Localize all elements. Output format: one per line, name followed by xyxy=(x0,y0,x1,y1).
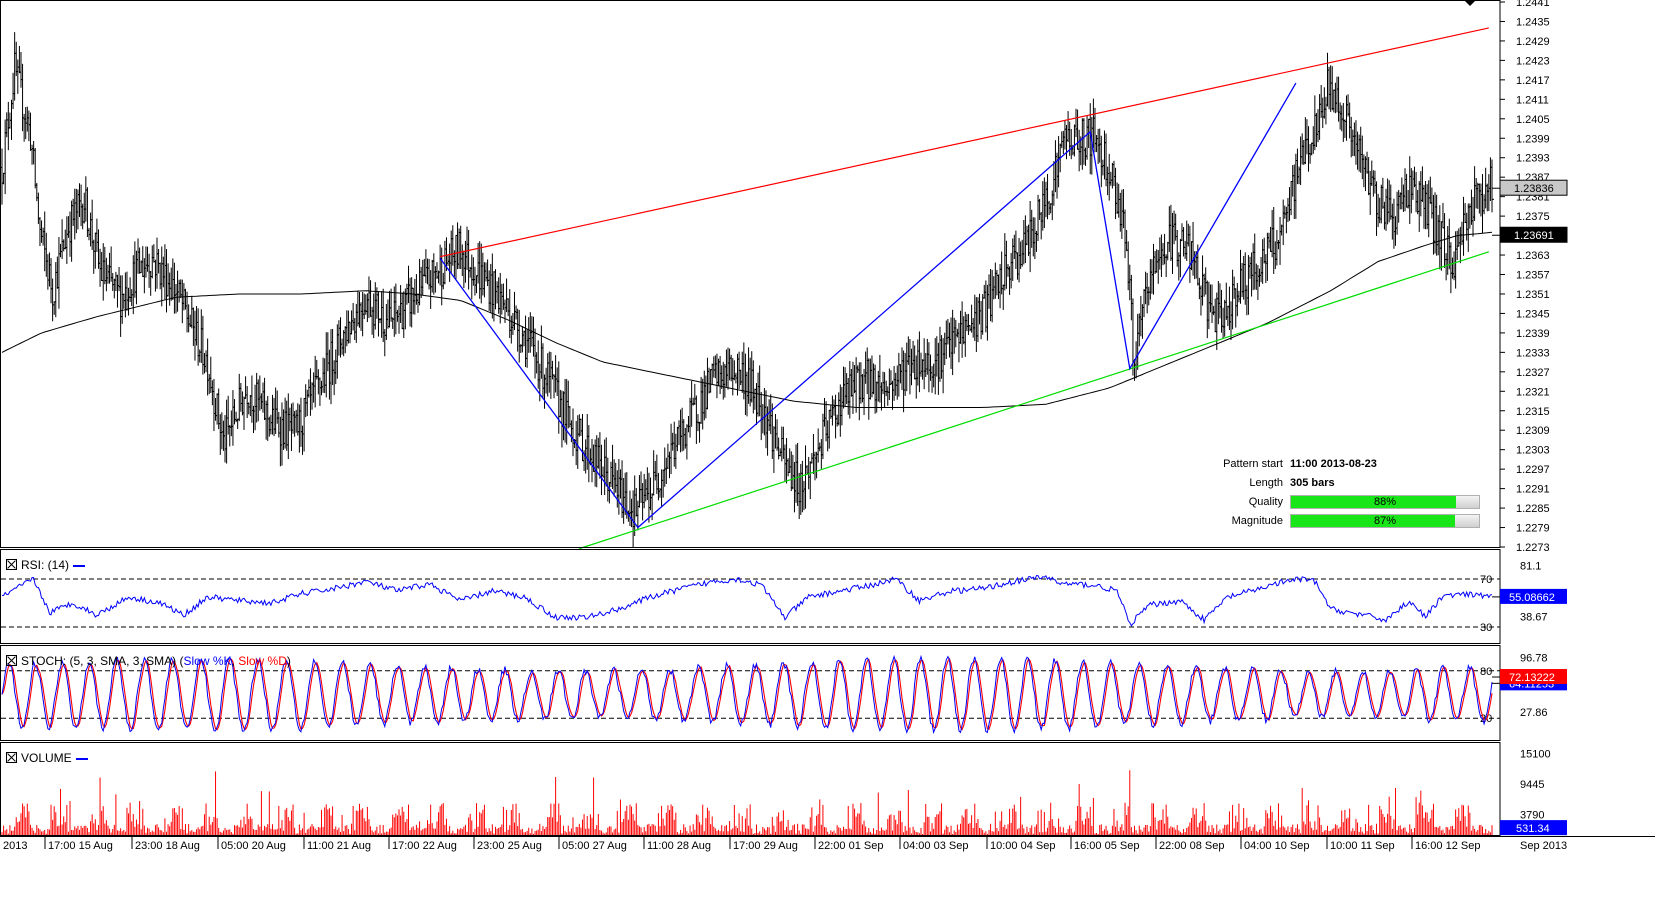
volume-panel xyxy=(1,770,1493,835)
x-tick-label: 16:00 12 Sep xyxy=(1415,840,1480,852)
magnitude-label: Magnitude xyxy=(1231,515,1283,527)
price-tick-label: 1.2399 xyxy=(1516,133,1550,145)
price-tick-label: 1.2435 xyxy=(1516,16,1550,28)
pattern-start-label: Pattern start xyxy=(1223,458,1283,470)
x-tick-label: 22:00 01 Sep xyxy=(818,840,883,852)
rsi-tick-label: 38.67 xyxy=(1520,612,1548,624)
price-tick-label: 1.2291 xyxy=(1516,484,1550,496)
price-tick-label: 1.2333 xyxy=(1516,347,1550,359)
stoch-panel-title: STOCH: (5, 3, SMA, 3, SMA) (Slow %K, Slo… xyxy=(6,654,291,668)
price-tick-label: 1.2363 xyxy=(1516,250,1550,262)
volume-panel-title: VOLUME xyxy=(6,751,88,765)
x-tick-label: 17:00 29 Aug xyxy=(733,840,798,852)
volume-tick-label: 9445 xyxy=(1520,779,1544,791)
price-tick-label: 1.2297 xyxy=(1516,464,1550,476)
price-tick-label: 1.2285 xyxy=(1516,503,1550,515)
length-row: Length 305 bars xyxy=(1210,475,1500,494)
price-tick-label: 1.2321 xyxy=(1516,386,1550,398)
stoch-title: STOCH: (5, 3, SMA, 3, SMA) xyxy=(21,654,177,668)
stoch-d-legend: Slow %D xyxy=(238,654,287,668)
rsi-legend-line xyxy=(73,564,86,567)
ma-value-label: 1.23691 xyxy=(1514,230,1554,242)
price-tick-label: 1.2309 xyxy=(1516,425,1550,437)
x-tick-label: 10:00 11 Sep xyxy=(1330,840,1395,852)
rsi-tick-label: 81.1 xyxy=(1520,561,1541,573)
price-tick-label: 1.2423 xyxy=(1516,55,1550,67)
price-tick-label: 1.2339 xyxy=(1516,328,1550,340)
price-tick-label: 1.2393 xyxy=(1516,153,1550,165)
rsi-panel-title: RSI: (14) xyxy=(6,558,86,572)
x-tick-label: 10:00 04 Sep xyxy=(990,840,1055,852)
x-tick-label: 04:00 10 Sep xyxy=(1244,840,1309,852)
triangle-down-icon xyxy=(1464,0,1476,6)
x-tick-label: 11:00 28 Aug xyxy=(647,840,711,852)
quality-value: 88% xyxy=(1373,496,1397,508)
volume-title: VOLUME xyxy=(21,751,72,765)
price-tick-label: 1.2303 xyxy=(1516,445,1550,457)
price-tick-label: 1.2345 xyxy=(1516,308,1550,320)
x-tick-label: Sep 2013 xyxy=(1520,840,1567,852)
x-tick-label: 17:00 15 Aug xyxy=(48,840,113,852)
rsi-current-label: 55.08662 xyxy=(1509,592,1555,604)
volume-legend-line xyxy=(75,757,88,760)
magnitude-value: 87% xyxy=(1373,515,1397,527)
price-panel xyxy=(0,27,1500,550)
x-tick-label: 16:00 05 Sep xyxy=(1074,840,1139,852)
price-tick-label: 1.2351 xyxy=(1516,289,1550,301)
stoch-k-legend: Slow %K xyxy=(183,654,232,668)
stoch-level-label: 80 xyxy=(1480,666,1492,678)
price-tick-label: 1.2417 xyxy=(1516,75,1550,87)
x-tick-label: 23:00 18 Aug xyxy=(135,840,200,852)
x-tick-label: 05:00 27 Aug xyxy=(562,840,627,852)
quality-bar: 88% xyxy=(1290,495,1480,509)
length-value: 305 bars xyxy=(1290,477,1335,489)
close-panel-icon[interactable] xyxy=(6,752,17,763)
volume-tick-label: 15100 xyxy=(1520,749,1551,761)
stoch-tick-label: 96.78 xyxy=(1520,653,1548,665)
rsi-level-label: 30 xyxy=(1480,622,1492,634)
rsi-level-label: 70 xyxy=(1480,574,1492,586)
panel-frame xyxy=(0,549,1501,644)
x-tick-label: 2013 xyxy=(3,840,27,852)
price-tick-label: 1.2429 xyxy=(1516,36,1550,48)
rsi-line xyxy=(1,574,1493,627)
stoch-k-label: 72.13222 xyxy=(1509,672,1555,684)
close-panel-icon[interactable] xyxy=(6,655,17,666)
length-label: Length xyxy=(1249,477,1283,489)
x-tick-label: 11:00 21 Aug xyxy=(307,840,371,852)
price-tick-label: 1.2273 xyxy=(1516,542,1550,554)
pattern-start-value: 11:00 2013-08-23 xyxy=(1290,458,1377,470)
trend-line xyxy=(440,27,1489,258)
x-tick-label: 22:00 08 Sep xyxy=(1159,840,1224,852)
quality-row: Quality 88% xyxy=(1210,494,1500,513)
x-tick-label: 05:00 20 Aug xyxy=(221,840,286,852)
rsi-panel: 70 30 xyxy=(1,574,1500,634)
pattern-info-box: Pattern start 11:00 2013-08-23 Length 30… xyxy=(1210,456,1500,532)
close-panel-icon[interactable] xyxy=(6,559,17,570)
x-tick-label: 23:00 25 Aug xyxy=(477,840,542,852)
price-tick-label: 1.2411 xyxy=(1516,94,1549,106)
price-tick-label: 1.2405 xyxy=(1516,114,1550,126)
rsi-title: RSI: (14) xyxy=(21,558,70,572)
price-tick-label: 1.2315 xyxy=(1516,406,1550,418)
magnitude-bar: 87% xyxy=(1290,514,1480,528)
current-price-label: 1.23836 xyxy=(1514,183,1554,195)
price-tick-label: 1.2279 xyxy=(1516,523,1550,535)
price-tick-label: 1.2441 xyxy=(1516,0,1550,9)
price-tick-label: 1.2375 xyxy=(1516,211,1550,223)
volume-tick-label: 3790 xyxy=(1520,810,1544,822)
pattern-zigzag-line xyxy=(439,82,1297,529)
x-tick-label: 17:00 22 Aug xyxy=(392,840,457,852)
magnitude-row: Magnitude 87% xyxy=(1210,513,1500,532)
price-tick-label: 1.2327 xyxy=(1516,367,1550,379)
pattern-start-row: Pattern start 11:00 2013-08-23 xyxy=(1210,456,1500,475)
volume-current-label: 531.34 xyxy=(1516,823,1550,835)
price-tick-label: 1.2357 xyxy=(1516,270,1550,282)
stoch-tick-label: 27.86 xyxy=(1520,707,1548,719)
quality-label: Quality xyxy=(1248,496,1283,508)
x-tick-label: 04:00 03 Sep xyxy=(903,840,968,852)
